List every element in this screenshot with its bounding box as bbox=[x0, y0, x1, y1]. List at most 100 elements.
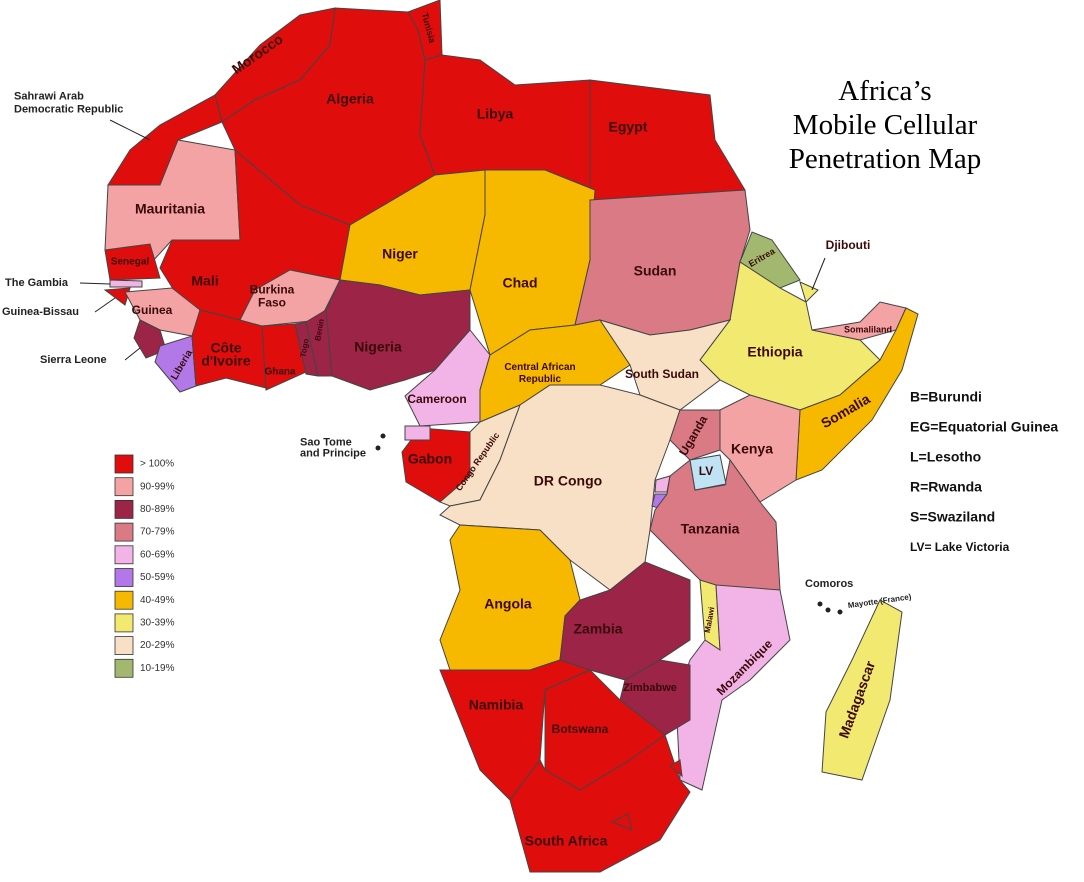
island bbox=[380, 433, 386, 439]
island-label: Comoros bbox=[805, 578, 853, 590]
abbreviation-note: B=Burundi bbox=[910, 389, 982, 405]
country-label: Nigeria bbox=[354, 339, 402, 355]
map-title: Africa’s bbox=[838, 75, 931, 107]
map-title: Mobile Cellular bbox=[793, 109, 978, 141]
lake bbox=[689, 454, 727, 491]
island bbox=[375, 445, 381, 451]
abbreviation-note: S=Swaziland bbox=[910, 509, 995, 525]
country bbox=[109, 279, 143, 288]
country bbox=[404, 425, 431, 441]
legend-label: 50-59% bbox=[140, 572, 175, 583]
country bbox=[799, 281, 819, 303]
island-label: Sao Tome and Principe bbox=[300, 436, 366, 459]
country-label: Mali bbox=[191, 273, 218, 289]
legend-swatch bbox=[114, 454, 134, 474]
country-label-line: Burkina bbox=[250, 283, 295, 297]
abbreviation-note: L=Lesotho bbox=[910, 449, 981, 465]
country-label: Gabon bbox=[408, 451, 452, 467]
country-label: Côte d'Ivoire bbox=[201, 339, 250, 368]
country-label: Benin bbox=[313, 318, 326, 342]
legend-swatch bbox=[114, 545, 134, 565]
country bbox=[133, 319, 167, 359]
country bbox=[509, 734, 691, 873]
country-label: Cameroon bbox=[407, 392, 466, 406]
country-label: Zambia bbox=[573, 621, 622, 637]
legend-label: 30-39% bbox=[140, 618, 175, 629]
lake-label: LV bbox=[699, 464, 713, 478]
country bbox=[669, 409, 721, 461]
country-label: Algeria bbox=[326, 91, 374, 107]
island bbox=[837, 609, 843, 615]
legend-swatch bbox=[114, 499, 134, 519]
legend-swatch bbox=[114, 590, 134, 610]
country-label: Djibouti bbox=[826, 238, 871, 252]
abbreviation-note: R=Rwanda bbox=[910, 479, 982, 495]
leader-line bbox=[811, 257, 826, 291]
country-label-line: Côte bbox=[210, 339, 241, 355]
country-label: Niger bbox=[382, 246, 418, 262]
country-label: Botswana bbox=[552, 722, 609, 736]
abbreviation-note: LV= Lake Victoria bbox=[910, 540, 1010, 554]
country-label-line: d'Ivoire bbox=[201, 352, 250, 368]
country-shapes bbox=[103, 0, 919, 873]
country bbox=[719, 394, 801, 503]
leader-line bbox=[109, 119, 151, 141]
map-title: Penetration Map bbox=[789, 143, 981, 175]
country-label: Sudan bbox=[634, 263, 677, 279]
country bbox=[154, 335, 197, 393]
country-label: Zimbabwe bbox=[623, 682, 677, 694]
island-label-line: and Principe bbox=[300, 447, 366, 459]
country bbox=[104, 243, 161, 281]
legend-label: 40-49% bbox=[140, 595, 175, 606]
legend-label: 70-79% bbox=[140, 527, 175, 538]
legend-label: 80-89% bbox=[140, 504, 175, 515]
country-label: Somaliland bbox=[844, 324, 892, 334]
legend-label: 10-19% bbox=[140, 663, 175, 674]
country bbox=[675, 584, 791, 791]
country-label: The Gambia bbox=[5, 277, 69, 289]
country-label: Mauritania bbox=[135, 201, 205, 217]
country-label: Namibia bbox=[469, 697, 524, 713]
country-label: Guinea-Bissau bbox=[2, 306, 79, 318]
country-label: Sierra Leone bbox=[40, 354, 107, 366]
country-label: Guinea bbox=[132, 303, 173, 317]
country-label: Burkina Faso bbox=[250, 283, 295, 310]
country-label: Ghana bbox=[264, 367, 296, 378]
country-label: Egypt bbox=[609, 119, 648, 135]
country-label: Kenya bbox=[731, 441, 773, 457]
island-label-line: Sao Tome bbox=[300, 436, 352, 448]
country-label: Togo bbox=[299, 338, 311, 358]
island bbox=[817, 601, 823, 607]
legend-label: 90-99% bbox=[140, 481, 175, 492]
leader-line bbox=[124, 347, 141, 361]
legend-label: 20-29% bbox=[140, 640, 175, 651]
country-label: Libya bbox=[477, 106, 514, 122]
country bbox=[821, 599, 903, 781]
country-label: Tanzania bbox=[681, 521, 740, 537]
country-label-line: Democratic Republic bbox=[14, 103, 123, 115]
country-label-line: Sahrawi Arab bbox=[14, 90, 84, 102]
legend-swatch bbox=[114, 522, 134, 542]
country-label: Chad bbox=[503, 275, 538, 291]
leader-line bbox=[94, 297, 116, 313]
country-label: Ethiopia bbox=[747, 344, 802, 360]
island bbox=[825, 607, 831, 613]
country bbox=[610, 813, 633, 831]
country-label-line: Faso bbox=[258, 296, 286, 310]
country-label: DR Congo bbox=[534, 473, 602, 489]
country-label: Angola bbox=[484, 596, 532, 612]
legend-label: > 100% bbox=[140, 459, 174, 470]
country-label: South Africa bbox=[525, 833, 608, 849]
country bbox=[669, 759, 683, 778]
country-label: Central African Republic bbox=[504, 362, 575, 385]
country-label-line: Republic bbox=[519, 374, 562, 385]
country-label: South Sudan bbox=[625, 367, 699, 381]
country bbox=[439, 659, 592, 801]
country-label: Senegal bbox=[111, 257, 150, 268]
country-label: Sahrawi Arab Democratic Republic bbox=[14, 90, 123, 115]
country-label-line: Central African bbox=[504, 362, 575, 373]
legend-swatch bbox=[114, 568, 134, 587]
legend-swatch bbox=[114, 613, 134, 633]
